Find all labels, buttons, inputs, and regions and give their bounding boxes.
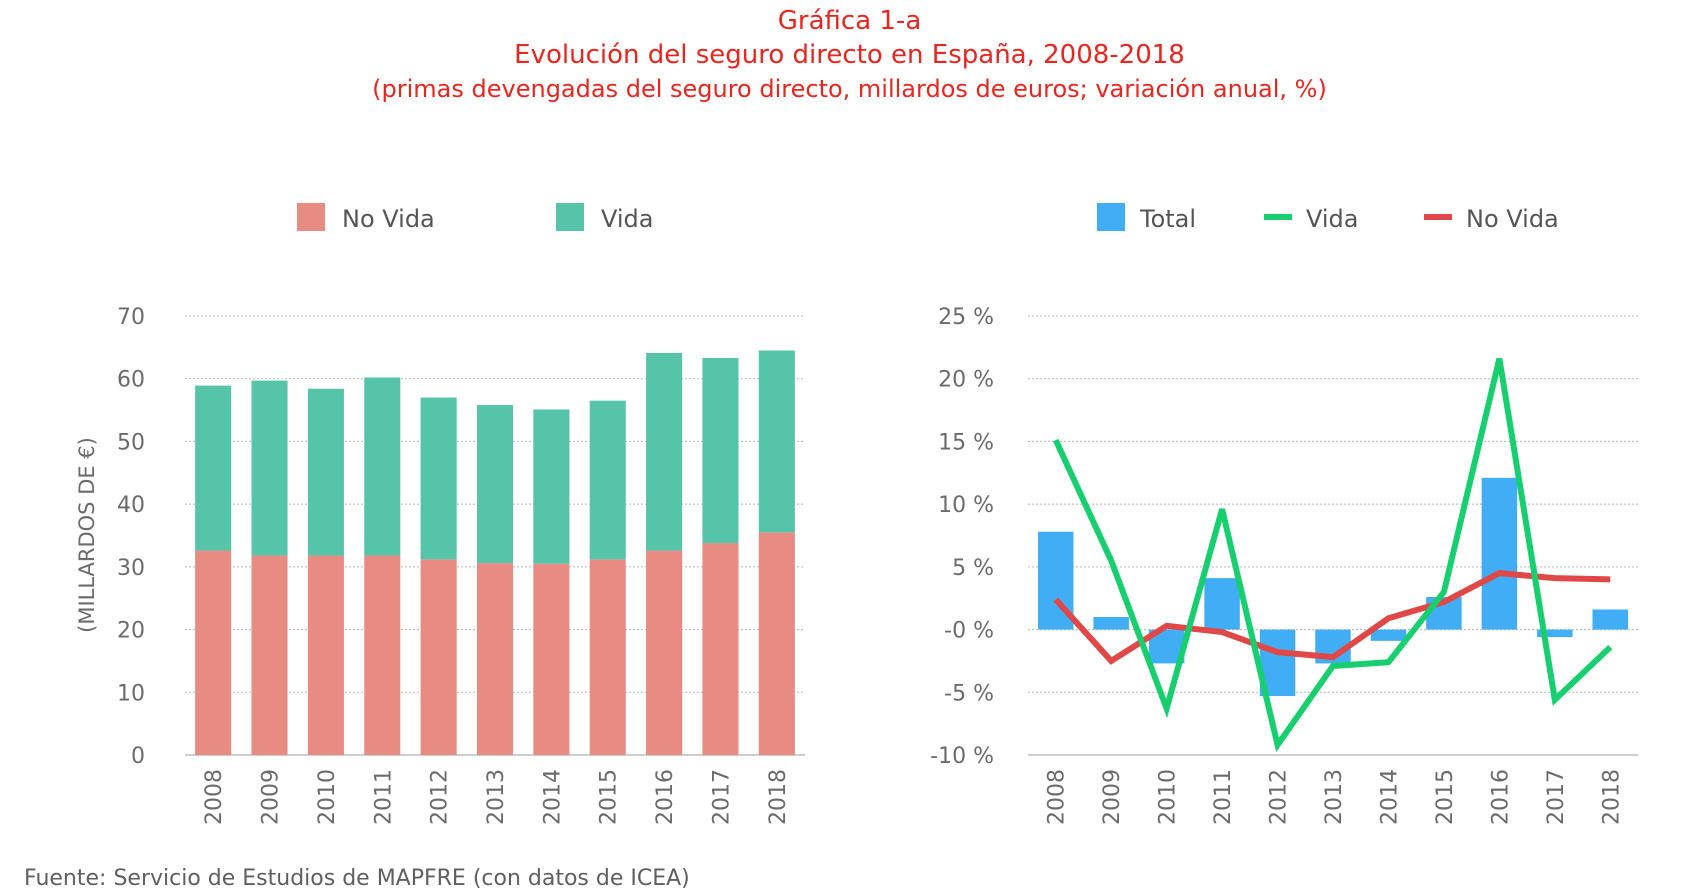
left-x-tick-label: 2009 [259,769,284,825]
right-x-tick-label: 2009 [1100,769,1125,825]
right-bar-total [1204,578,1240,630]
right-bar-total [1537,629,1573,638]
right-y-tick-label: -10 % [930,744,994,769]
left-legend-swatch [556,203,584,231]
right-bar-total [1481,477,1518,630]
left-x-tick-label: 2013 [484,769,509,825]
left-y-tick-label: 20 [117,619,145,644]
left-x-tick-label: 2016 [653,769,678,825]
left-y-tick-label: 30 [117,556,145,581]
left-legend-label: No Vida [342,205,435,233]
left-bar-no-vida [758,532,795,755]
right-legend-label: Vida [1306,205,1359,233]
right-y-tick-label: 20 % [938,368,994,393]
left-bar-no-vida [251,555,288,755]
left-bar-vida [758,350,795,533]
left-legend-swatch [297,203,325,231]
chart-subtitle: (primas devengadas del seguro directo, m… [372,75,1327,103]
right-x-tick-label: 2011 [1211,769,1236,825]
left-bar-vida [476,405,514,564]
right-x-tick-label: 2018 [1599,769,1624,825]
left-bar-no-vida [702,543,739,755]
chart-title: Evolución del seguro directo en España, … [514,40,1185,70]
right-x-tick-label: 2017 [1544,769,1569,825]
right-x-tick-label: 2010 [1156,769,1181,825]
right-line-vida [1053,357,1613,753]
left-bar-no-vida [364,555,401,755]
right-y-tick-label: 15 % [938,430,994,455]
right-legend-label: No Vida [1466,205,1559,233]
left-y-tick-label: 50 [117,430,145,455]
right-x-tick-label: 2008 [1045,769,1070,825]
left-x-tick-label: 2012 [428,769,453,825]
left-x-tick-label: 2008 [202,769,227,825]
left-y-tick-label: 0 [131,744,145,769]
chart-title-block: Gráfica 1-a Evolución del seguro directo… [0,4,1699,106]
left-bar-vida [589,400,626,560]
left-x-tick-label: 2017 [709,769,734,825]
left-bar-vida [420,397,457,560]
right-bar-total [1370,629,1407,641]
left-bar-vida [533,409,570,564]
left-bar-no-vida [307,555,344,755]
left-y-axis-label: (MILLARDOS DE €) [75,437,99,633]
left-x-tick-label: 2018 [766,769,791,825]
right-bar-total [1093,617,1129,630]
left-y-tick-label: 70 [117,305,145,330]
left-y-tick-label: 40 [117,493,145,518]
left-x-tick-label: 2014 [540,769,565,825]
left-bar-vida [251,380,288,556]
left-bar-no-vida [533,563,570,755]
left-bar-vida [307,388,344,556]
right-y-tick-label: 25 % [938,305,994,330]
right-y-tick-label: -0 % [944,619,994,644]
left-y-tick-label: 60 [117,368,145,393]
left-x-tick-label: 2010 [315,769,340,825]
left-bar-no-vida [646,550,683,755]
left-legend-label: Vida [601,205,654,233]
right-x-tick-label: 2013 [1322,769,1347,825]
source-note: Fuente: Servicio de Estudios de MAPFRE (… [24,866,690,891]
left-bar-vida [646,353,683,551]
chart-title-number: Gráfica 1-a [777,6,922,36]
right-x-tick-label: 2014 [1377,769,1402,825]
right-x-tick-label: 2016 [1488,769,1513,825]
right-x-tick-label: 2015 [1433,769,1458,825]
left-bar-no-vida [476,563,514,755]
left-bar-vida [364,377,401,556]
left-bar-no-vida [195,550,232,755]
left-y-tick-label: 10 [117,681,145,706]
left-bar-vida [195,385,232,551]
left-bar-no-vida [420,559,457,755]
left-x-tick-label: 2015 [597,769,622,825]
right-y-tick-label: 10 % [938,493,994,518]
right-y-tick-label: 5 % [952,556,994,581]
right-legend-swatch-total [1097,203,1125,231]
right-bar-total [1592,609,1629,630]
right-x-tick-label: 2012 [1267,769,1292,825]
left-x-tick-label: 2011 [371,769,396,825]
left-bar-no-vida [589,559,626,755]
right-y-tick-label: -5 % [944,681,994,706]
left-bar-vida [702,358,739,544]
right-line-no-vida [1053,570,1611,665]
right-legend-label: Total [1139,205,1196,233]
